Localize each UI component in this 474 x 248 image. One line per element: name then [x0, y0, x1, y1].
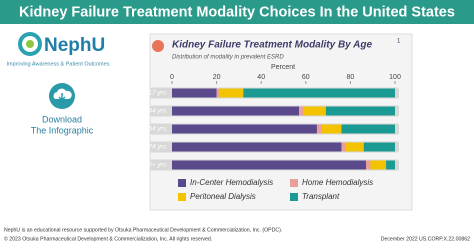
- y-tick-label: 0-17 yrs.: [143, 90, 168, 97]
- legend-swatch: [290, 179, 298, 187]
- bar-segment: [341, 142, 346, 152]
- legend-label: Home Hemodialysis: [302, 178, 373, 187]
- chart-icon: [152, 40, 164, 52]
- bar-segment: [218, 88, 244, 98]
- legend-label: Peritoneal Dialysis: [190, 192, 256, 201]
- bar-segment: [345, 142, 364, 152]
- legend-swatch: [290, 193, 298, 201]
- x-tick-label: 60: [302, 74, 310, 81]
- x-axis-label: Percent: [271, 64, 295, 71]
- bar-segment: [370, 160, 387, 170]
- legend-swatch: [178, 179, 186, 187]
- bar-segment: [172, 142, 342, 152]
- download-button[interactable]: Download The Infographic: [31, 83, 94, 135]
- footer-text: NephU is an educational resource support…: [4, 227, 282, 233]
- footer-code: December 2022 US.CORP.X.22.00862: [381, 236, 470, 242]
- footer-text: © 2023 Otsuka Pharmaceutical Development…: [4, 235, 212, 242]
- chart-title: Kidney Failure Treatment Modality By Age: [172, 40, 372, 51]
- chart-panel: [149, 33, 413, 211]
- y-tick-label: 18-44 yrs.: [139, 108, 168, 115]
- bar-segment: [316, 124, 322, 134]
- y-tick-label: 45-64 yrs.: [139, 126, 168, 133]
- bar-segment: [341, 124, 395, 134]
- arrow-icon: [58, 93, 66, 102]
- bar-segment: [386, 160, 395, 170]
- download-label[interactable]: The Infographic: [31, 125, 94, 135]
- chart-subtitle: Distribution of modality in prevalent ES…: [172, 55, 284, 61]
- bar-segment: [363, 142, 395, 152]
- download-label[interactable]: Download: [42, 114, 82, 124]
- bar-segment: [172, 106, 300, 116]
- logo-icon: [18, 32, 42, 56]
- page-title: Kidney Failure Treatment Modality Choice…: [19, 4, 455, 20]
- x-tick-label: 80: [347, 74, 355, 81]
- x-tick-label: 40: [257, 74, 265, 81]
- bar-segment: [303, 106, 326, 116]
- bar-segment: [172, 124, 317, 134]
- logo-icon-dot: [26, 40, 34, 48]
- logo-tagline: Improving Awareness & Patient Outcomes: [7, 61, 110, 67]
- logo-name: NephU: [44, 35, 105, 56]
- bar-segment: [216, 88, 219, 98]
- title-bar: [0, 0, 474, 24]
- x-tick-label: 100: [389, 74, 401, 81]
- bar-segment: [321, 124, 342, 134]
- y-tick-label: 65-74 yrs.: [139, 144, 168, 151]
- x-tick-label: 0: [170, 74, 174, 81]
- x-tick-label: 20: [213, 74, 221, 81]
- bar-segment: [299, 106, 304, 116]
- y-tick-label: 75+ yrs.: [145, 162, 168, 169]
- legend-label: Transplant: [302, 192, 340, 201]
- legend-swatch: [178, 193, 186, 201]
- logo: NephU Improving Awareness & Patient Outc…: [7, 32, 110, 67]
- bar-segment: [366, 160, 371, 170]
- bar-segment: [172, 160, 367, 170]
- bar-segment: [325, 106, 395, 116]
- legend-label: In-Center Hemodialysis: [190, 178, 273, 187]
- bar-segment: [172, 88, 217, 98]
- bar-segment: [243, 88, 395, 98]
- title-footnote: 1: [397, 39, 401, 45]
